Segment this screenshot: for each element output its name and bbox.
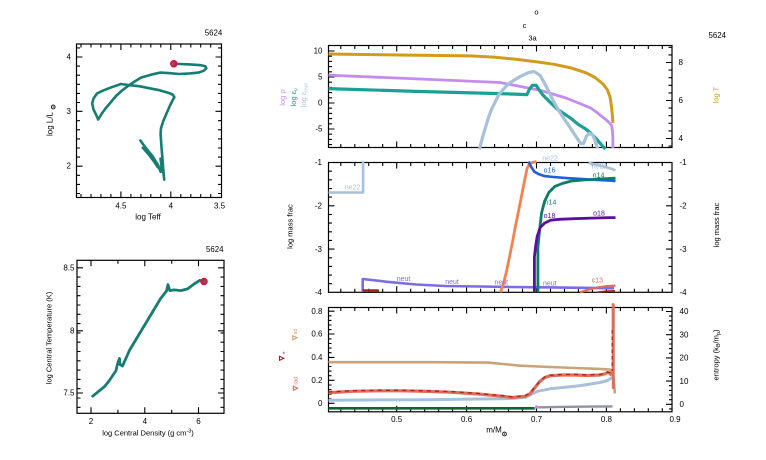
- svg-text:ne22: ne22: [345, 185, 361, 192]
- svg-text:4.5: 4.5: [115, 202, 127, 211]
- svg-text:-2: -2: [315, 202, 323, 211]
- svg-text:rad: rad: [294, 377, 300, 385]
- svg-text:7.5: 7.5: [63, 389, 75, 398]
- svg-text:10: 10: [680, 377, 689, 386]
- svg-text:log ρ: log ρ: [278, 89, 287, 105]
- svg-text:5624: 5624: [709, 31, 727, 40]
- svg-text:0.9: 0.9: [669, 415, 681, 424]
- svg-text:-1: -1: [315, 158, 323, 167]
- svg-text:3: 3: [67, 107, 72, 116]
- svg-text:4: 4: [67, 53, 72, 62]
- svg-text:o: o: [534, 8, 538, 17]
- svg-text:0.6: 0.6: [461, 415, 473, 424]
- svg-text:0.8: 0.8: [601, 415, 613, 424]
- svg-text:-5: -5: [315, 125, 323, 134]
- svg-text:2: 2: [89, 417, 94, 426]
- svg-text:-4: -4: [315, 288, 323, 297]
- svg-text:3a: 3a: [528, 34, 537, 43]
- svg-text:40: 40: [680, 307, 689, 316]
- svg-text:8: 8: [679, 58, 684, 67]
- svg-text:8.5: 8.5: [63, 263, 75, 272]
- svg-text:neut: neut: [445, 279, 459, 286]
- svg-text:0.2: 0.2: [311, 376, 323, 385]
- svg-text:0.5: 0.5: [391, 415, 403, 424]
- svg-text:-3: -3: [680, 245, 688, 254]
- svg-text:log Teff: log Teff: [135, 213, 161, 222]
- svg-text:0: 0: [318, 399, 323, 408]
- svg-text:0: 0: [318, 99, 323, 108]
- svg-text:0.6: 0.6: [311, 330, 323, 339]
- svg-text:10: 10: [314, 47, 323, 56]
- svg-text:m/M: m/M: [486, 426, 502, 435]
- svg-text:3.5: 3.5: [214, 202, 226, 211]
- svg-text:ne22: ne22: [542, 155, 558, 162]
- svg-text:5: 5: [318, 73, 323, 82]
- svg-text:log εν: log εν: [289, 88, 300, 106]
- svg-text:4: 4: [679, 134, 684, 143]
- svg-text:o18: o18: [544, 213, 556, 220]
- svg-text:neut: neut: [397, 276, 411, 283]
- svg-text:5624: 5624: [206, 245, 224, 254]
- svg-text:*: *: [283, 351, 286, 358]
- svg-text:n14: n14: [593, 172, 605, 179]
- svg-text:o18: o18: [593, 211, 605, 218]
- svg-text:2: 2: [67, 162, 72, 171]
- svg-text:-1: -1: [680, 158, 688, 167]
- svg-text:-4: -4: [680, 288, 688, 297]
- svg-text:0.7: 0.7: [531, 415, 543, 424]
- svg-text:0.4: 0.4: [311, 353, 323, 362]
- svg-text:neut: neut: [494, 279, 508, 286]
- svg-text:log T: log T: [712, 86, 721, 103]
- svg-text:6: 6: [679, 96, 684, 105]
- svg-text:log εnuc: log εnuc: [299, 83, 310, 108]
- svg-text:log Central Temperature (K): log Central Temperature (K): [45, 291, 54, 384]
- svg-text:log L/L: log L/L: [46, 111, 55, 136]
- svg-text:o16: o16: [544, 167, 556, 174]
- svg-text:entropy (kB/mp): entropy (kB/mp): [712, 329, 723, 380]
- svg-text:0: 0: [680, 400, 685, 409]
- svg-text:-3: -3: [315, 245, 323, 254]
- svg-text:ad: ad: [293, 329, 299, 335]
- svg-text:c13: c13: [592, 277, 603, 284]
- svg-text:20: 20: [680, 354, 689, 363]
- svg-text:6: 6: [196, 417, 201, 426]
- svg-text:-2: -2: [680, 202, 688, 211]
- svg-text:n14: n14: [545, 200, 557, 207]
- svg-text:5624: 5624: [205, 29, 223, 38]
- svg-text:30: 30: [680, 330, 689, 339]
- svg-text:log mass frac: log mass frac: [712, 202, 721, 247]
- svg-text:4: 4: [143, 417, 148, 426]
- svg-text:log mass frac: log mass frac: [286, 204, 295, 249]
- svg-text:c: c: [523, 21, 527, 30]
- svg-text:log Central Density (g cm-3): log Central Density (g cm-3): [102, 429, 194, 438]
- svg-text:4: 4: [169, 202, 174, 211]
- svg-text:8: 8: [70, 326, 75, 335]
- svg-text:ne22: ne22: [592, 163, 608, 170]
- svg-text:0.8: 0.8: [311, 307, 323, 316]
- svg-text:neut: neut: [543, 280, 557, 287]
